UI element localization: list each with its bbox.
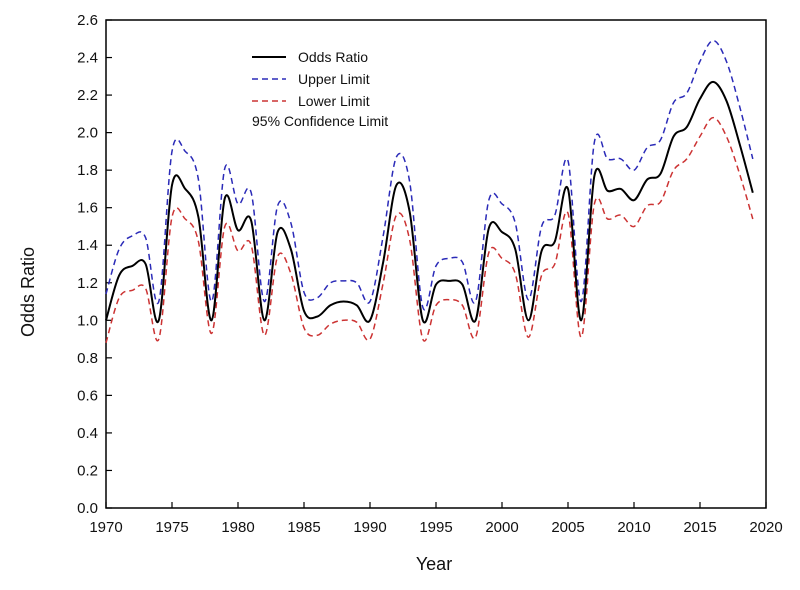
y-tick-label: 2.0 (77, 125, 98, 142)
x-axis: 1970 1975 1980 1985 1990 1995 2000 2005 2010 2015… (89, 502, 783, 536)
series-line-upper-limit (105, 39, 754, 311)
y-tick-label: 1.2 (77, 275, 98, 292)
x-tick-label: 2010 (617, 519, 650, 536)
y-tick-label: 0.6 (77, 387, 98, 404)
y-tick-label: 1.4 (77, 237, 98, 254)
x-tick-label: 1990 (353, 519, 386, 536)
x-tick-label: 1995 (419, 519, 452, 536)
x-tick-label: 1970 (89, 519, 122, 536)
legend-label-odds-ratio: Odds Ratio (298, 49, 368, 65)
y-tick-label: 2.6 (77, 12, 98, 29)
x-tick-label: 2015 (683, 519, 716, 536)
legend: Odds Ratio Upper Limit Lower Limit 95% C… (252, 49, 388, 129)
x-tick-label: 1975 (155, 519, 188, 536)
y-tick-label: 0.2 (77, 462, 98, 479)
legend-label-lower-limit: Lower Limit (298, 93, 370, 109)
y-tick-label: 1.6 (77, 200, 98, 217)
y-axis-title: Odds Ratio (18, 247, 38, 337)
y-tick-label: 0.4 (77, 425, 98, 442)
y-tick-label: 1.8 (77, 162, 98, 179)
series-line-lower-limit (105, 116, 754, 344)
y-tick-label: 1.0 (77, 312, 98, 329)
x-tick-label: 1980 (221, 519, 254, 536)
x-tick-label: 2005 (551, 519, 584, 536)
y-tick-label: 0.8 (77, 350, 98, 367)
plot-frame (105, 19, 767, 509)
y-axis: 0.0 0.2 0.4 0.6 0.8 1.0 1.2 1.4 1.6 1.8 2.0 2.2 2.4 2… (77, 12, 112, 517)
x-tick-label: 1985 (287, 519, 320, 536)
y-tick-label: 2.2 (77, 87, 98, 104)
series-layer (105, 39, 754, 344)
legend-label-upper-limit: Upper Limit (298, 71, 370, 87)
x-tick-label: 2000 (485, 519, 518, 536)
plot-area (105, 19, 767, 509)
series-line-odds-ratio (105, 80, 754, 324)
legend-note: 95% Confidence Limit (252, 113, 388, 129)
x-tick-label: 2020 (749, 519, 782, 536)
x-axis-title: Year (416, 554, 452, 574)
y-tick-label: 2.4 (77, 50, 98, 67)
y-tick-label: 0.0 (77, 500, 98, 517)
